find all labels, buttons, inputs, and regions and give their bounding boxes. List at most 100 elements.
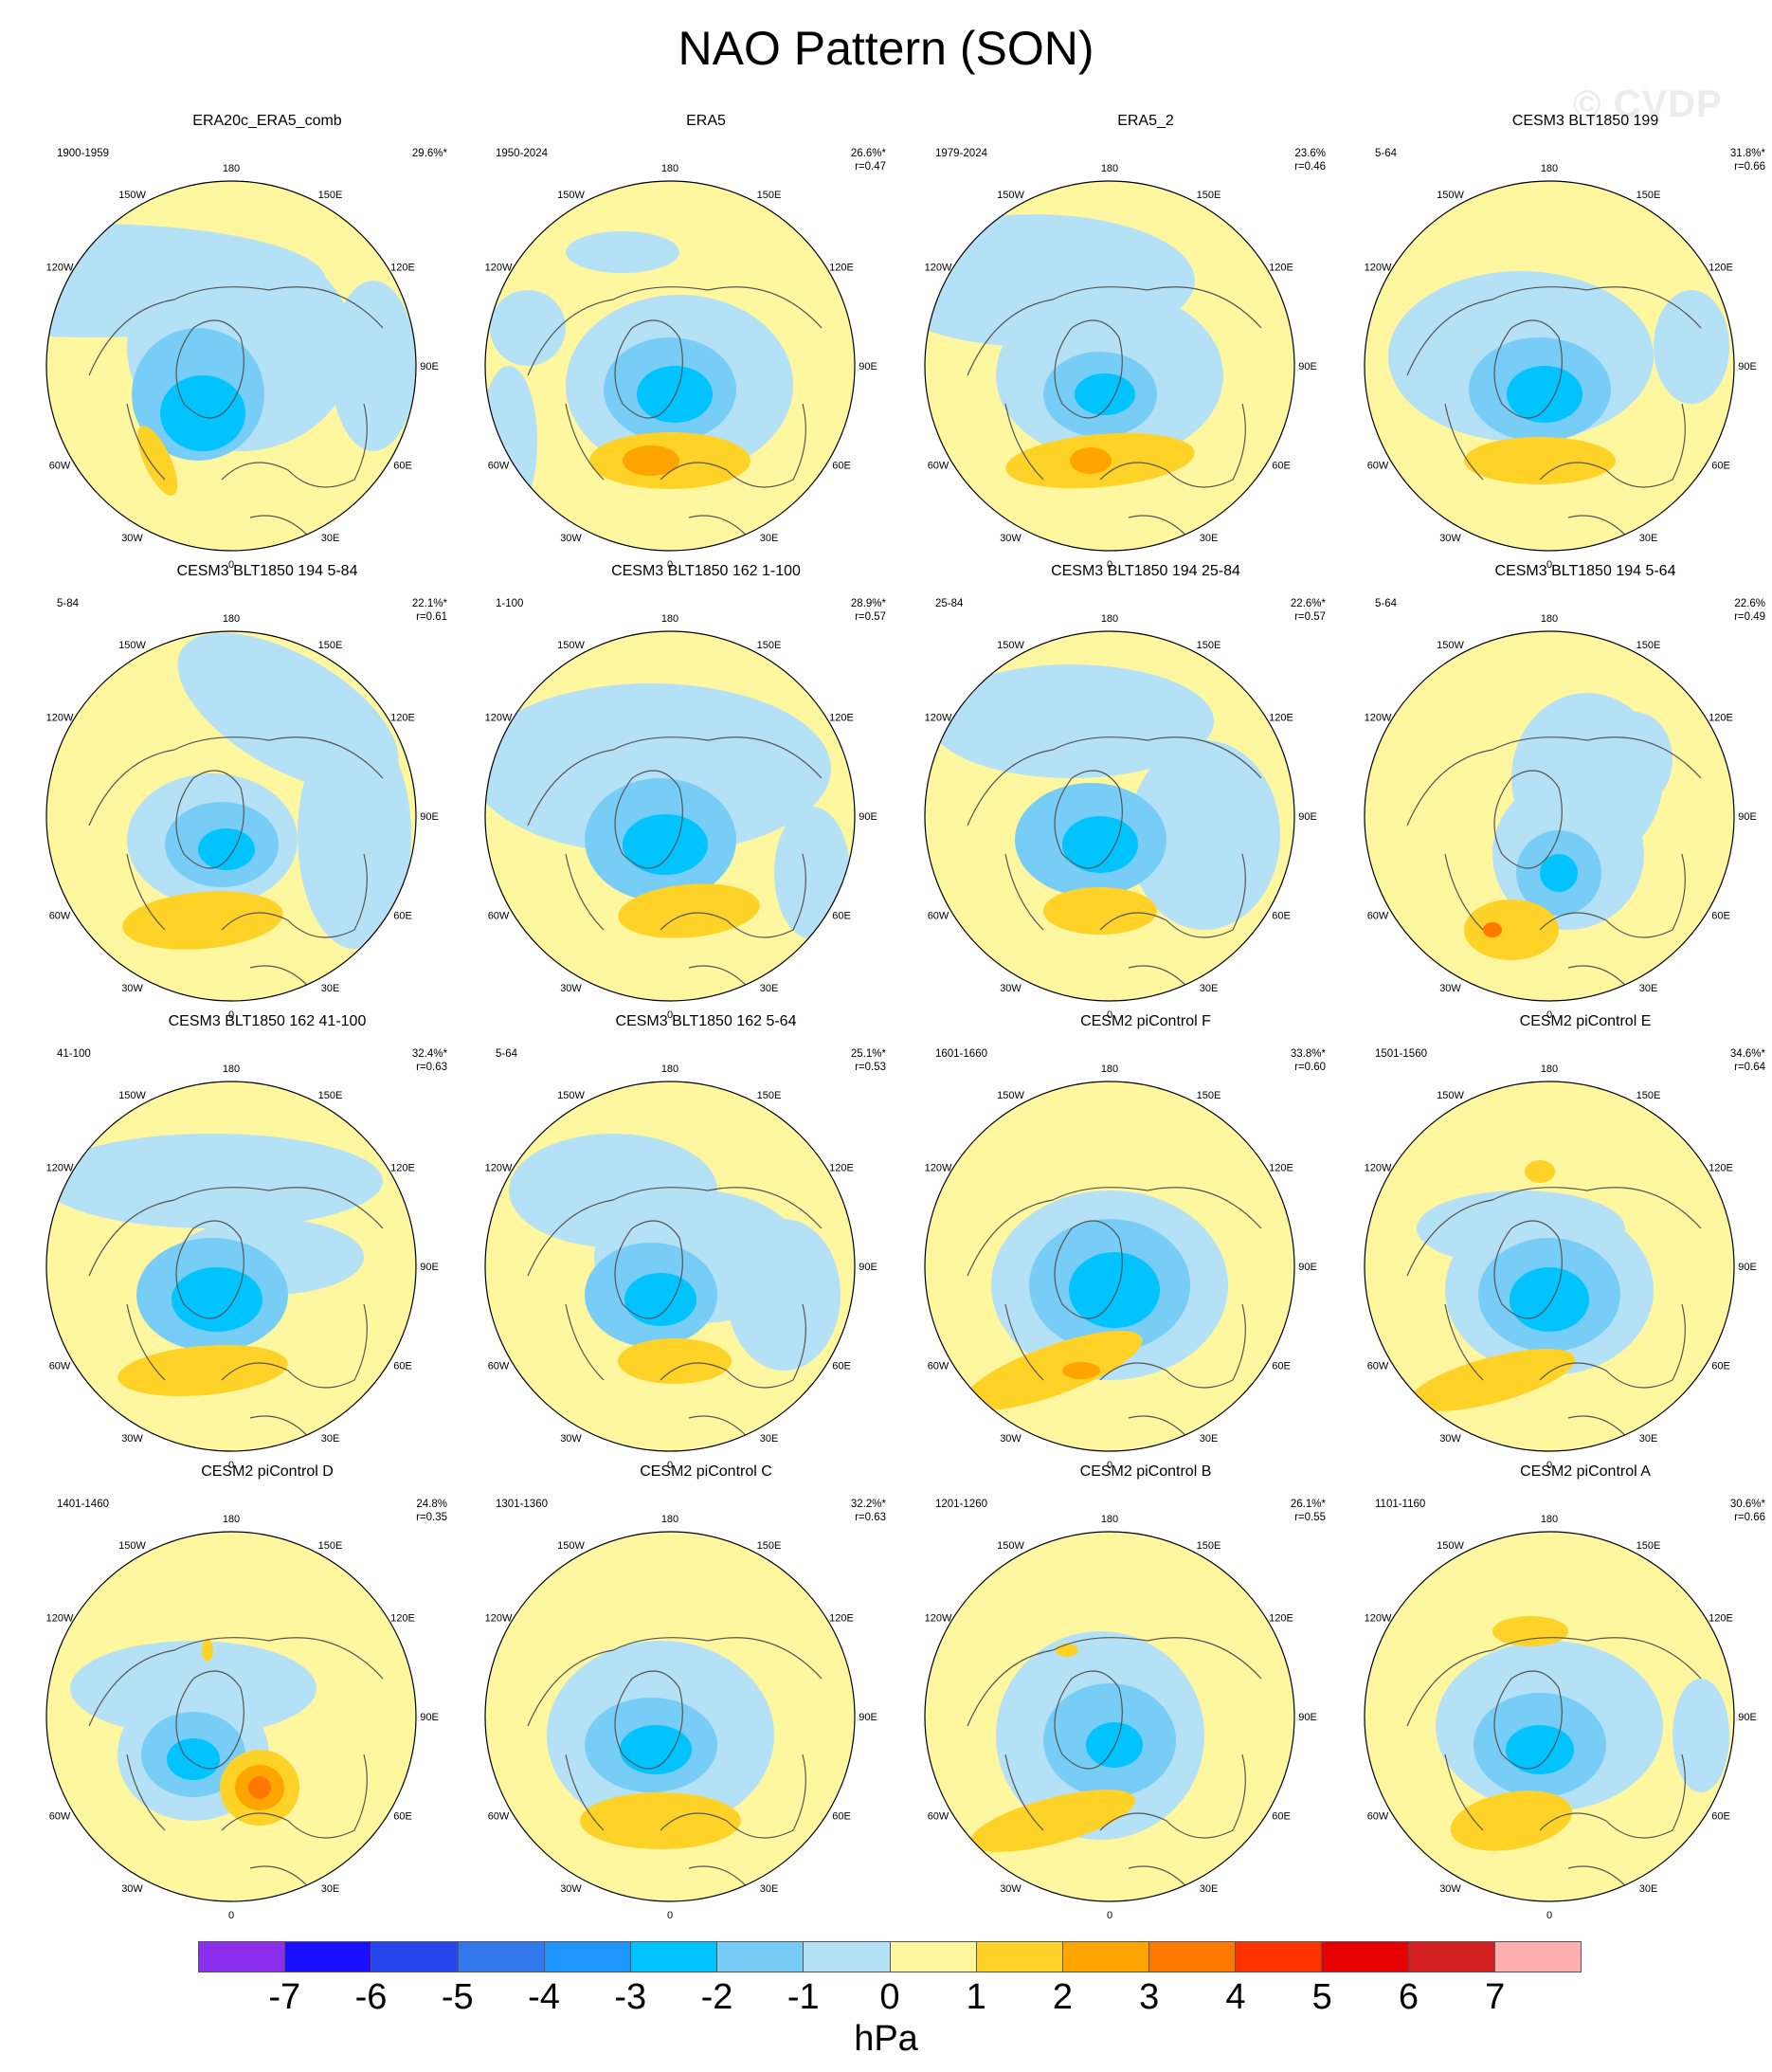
longitude-label: 150W: [557, 640, 585, 651]
slp-anomaly-contour: [1507, 366, 1582, 423]
panel-period: 1900-1959: [57, 148, 109, 159]
panel-variance-explained: 22.6%*: [1290, 598, 1326, 609]
longitude-label: 180: [223, 163, 240, 174]
longitude-label: 60E: [393, 911, 412, 922]
colorbar-tick-label: 6: [1398, 1977, 1419, 2017]
longitude-label: 60E: [1272, 461, 1291, 472]
panel-title: CESM2 piControl A: [1520, 1463, 1651, 1480]
longitude-label: 30E: [760, 983, 779, 994]
slp-anomaly-contour: [618, 1338, 732, 1384]
longitude-label: 150W: [557, 1090, 585, 1101]
longitude-label: 120E: [1269, 1163, 1293, 1174]
panel-title: ERA20c_ERA5_comb: [192, 113, 342, 129]
longitude-label: 150W: [118, 1090, 146, 1101]
panel-title: CESM2 piControl D: [201, 1463, 334, 1480]
longitude-label: 60W: [928, 1811, 949, 1823]
longitude-label: 60E: [832, 1361, 851, 1372]
longitude-label: 30W: [1000, 533, 1022, 544]
slp-anomaly-contour: [637, 366, 713, 423]
slp-anomaly-contour: [1056, 1644, 1078, 1657]
colorbar-swatch: [458, 1942, 545, 1972]
longitude-label: 150E: [318, 640, 343, 651]
slp-anomaly-contour: [485, 683, 831, 854]
panel-variance-explained: 24.8%: [416, 1499, 447, 1510]
longitude-label: 120E: [829, 1613, 854, 1625]
colorbar-swatch: [1494, 1942, 1581, 1972]
longitude-label: 120W: [1365, 1163, 1392, 1174]
longitude-label: 60W: [49, 1811, 71, 1823]
longitude-label: 30E: [321, 1883, 340, 1895]
longitude-label: 0: [1107, 1910, 1112, 1921]
longitude-label: 60E: [1711, 461, 1730, 472]
slp-anomaly-contour: [566, 231, 679, 273]
longitude-label: 90E: [420, 1262, 439, 1273]
slp-anomaly-contour: [963, 1330, 1143, 1411]
panel-pattern-correlation: r=0.47: [855, 161, 886, 173]
slp-anomaly-contour: [623, 445, 679, 476]
map-panel: CESM3 BLT1850 162 41-100 41-100 32.4%* r=0.…: [45, 1012, 489, 1471]
panel-title: CESM2 piControl F: [1080, 1013, 1211, 1029]
map-boundary: [484, 1531, 856, 1902]
longitude-label: 120E: [390, 263, 415, 274]
longitude-label: 120E: [1709, 713, 1733, 724]
slp-anomaly-contour: [490, 290, 566, 366]
panel-pattern-correlation: r=0.66: [1734, 161, 1765, 173]
panel-variance-explained: 26.6%*: [850, 148, 886, 159]
longitude-label: 150E: [757, 1540, 782, 1552]
longitude-label: 30W: [121, 983, 143, 994]
longitude-label: 30W: [121, 1433, 143, 1445]
longitude-label: 90E: [859, 1712, 877, 1723]
polar-stereographic-map: 180150E120E90E60E30E030W60W90W120W150W: [484, 1514, 877, 1921]
panel-pattern-correlation: r=0.46: [1294, 161, 1326, 173]
coastlines: [527, 286, 823, 547]
longitude-label: 0: [1107, 559, 1112, 571]
panel-title: CESM2 piControl C: [640, 1463, 772, 1480]
coastlines: [967, 736, 1262, 997]
longitude-label: 60E: [1272, 911, 1291, 922]
longitude-label: 150W: [1437, 190, 1464, 201]
longitude-label: 0: [228, 559, 234, 571]
polar-stereographic-map: 180150E120E90E60E30E030W60W90W120W150W: [924, 163, 1317, 571]
longitude-label: 150E: [1197, 1540, 1221, 1552]
panel-variance-explained: 34.6%*: [1729, 1048, 1765, 1060]
colorbar-tick-label: -6: [354, 1977, 388, 2017]
slp-anomaly-contour: [160, 375, 245, 451]
panel-period: 1979-2024: [935, 148, 987, 159]
longitude-label: 60E: [393, 1811, 412, 1823]
longitude-label: 90E: [1298, 1712, 1317, 1723]
longitude-label: 90E: [1298, 361, 1317, 373]
longitude-label: 90E: [859, 361, 877, 373]
slp-anomaly-contour: [1069, 1252, 1160, 1328]
longitude-label: 150W: [118, 190, 146, 201]
polar-stereographic-map: 180150E120E90E60E30E030W60W90W120W150W: [484, 1063, 877, 1471]
longitude-label: 30E: [760, 533, 779, 544]
panel-period: 1950-2024: [496, 148, 548, 159]
longitude-label: 30W: [1000, 1433, 1022, 1445]
longitude-label: 60E: [1711, 1361, 1730, 1372]
longitude-label: 30W: [121, 533, 143, 544]
colorbar-tick-label: -4: [528, 1977, 560, 2017]
slp-anomaly-contour: [1070, 447, 1112, 474]
longitude-label: 150W: [997, 190, 1024, 201]
panel-variance-explained: 29.6%*: [411, 148, 447, 159]
longitude-label: 120W: [485, 1163, 513, 1174]
map-panel: CESM3 BLT1850 194 5-84 5-84 22.1%* r=0.61 18…: [45, 562, 489, 1021]
colorbar-swatch: [199, 1942, 286, 1972]
coastlines: [967, 286, 1262, 547]
longitude-label: 0: [1546, 1460, 1552, 1471]
longitude-label: 150E: [1197, 190, 1221, 201]
longitude-label: 60W: [1367, 1361, 1389, 1372]
longitude-label: 120E: [390, 1613, 415, 1625]
slp-anomaly-contour: [118, 1344, 288, 1397]
panel-pattern-correlation: r=0.57: [855, 611, 886, 623]
longitude-label: 30E: [1639, 983, 1658, 994]
map-boundary: [45, 630, 417, 1002]
longitude-label: 30W: [560, 983, 582, 994]
longitude-label: 90E: [420, 1712, 439, 1723]
longitude-label: 0: [1546, 1910, 1552, 1921]
slp-anomaly-contour: [1409, 1349, 1576, 1411]
panel-grid: ERA20c_ERA5_comb 1900-1959 29.6%* 180 150E 12…: [45, 113, 1765, 1921]
coastlines: [1406, 286, 1702, 547]
longitude-label: 90E: [859, 811, 877, 823]
colorbar-units: hPa: [854, 2019, 918, 2059]
